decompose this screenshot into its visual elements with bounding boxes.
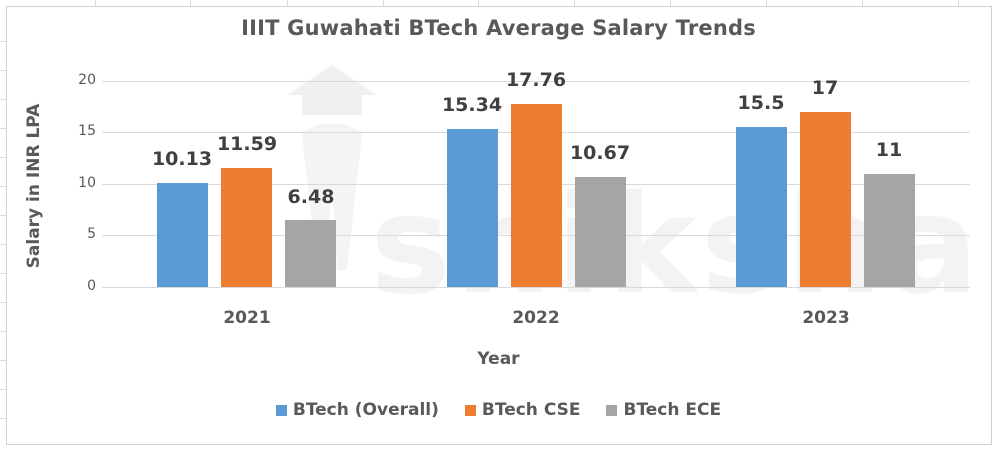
sheet-row-divider [0, 244, 6, 245]
gridline-20 [102, 81, 970, 82]
y-tick-20: 20 [78, 72, 96, 88]
data-label: 11.59 [216, 133, 278, 155]
bar-2023-btech-cse[interactable] [800, 112, 851, 287]
bar-2021-btech-overall[interactable] [157, 183, 208, 287]
bar-2021-btech-cse[interactable] [221, 168, 272, 287]
sheet-column-divider [478, 0, 479, 6]
data-label: 11 [875, 139, 903, 161]
data-label: 17 [811, 77, 839, 99]
x-tick-2023: 2023 [802, 308, 850, 328]
chart-title: IIIT Guwahati BTech Average Salary Trend… [241, 16, 756, 40]
sheet-row-divider [0, 215, 6, 216]
data-label: 10.67 [569, 142, 631, 164]
sheet-column-divider [190, 0, 191, 6]
sheet-column-divider [958, 0, 959, 6]
x-tick-2021: 2021 [223, 308, 271, 328]
data-label: 6.48 [287, 186, 335, 208]
bar-2022-btech-ece[interactable] [575, 177, 626, 287]
sheet-column-divider [862, 0, 863, 6]
y-tick-0: 0 [87, 278, 96, 294]
legend-item-btech-ece[interactable]: BTech ECE [606, 400, 721, 420]
y-tick-5: 5 [87, 226, 96, 242]
x-tick-2022: 2022 [512, 308, 560, 328]
data-label: 10.13 [151, 148, 213, 170]
sheet-row-divider [0, 389, 6, 390]
y-axis-label: Salary in INR LPA [24, 103, 44, 269]
sheet-row-divider [0, 186, 6, 187]
sheet-column-divider [287, 0, 288, 6]
legend-swatch-icon [464, 404, 476, 416]
x-axis-label: Year [477, 349, 520, 369]
bar-2023-btech-overall[interactable] [736, 127, 787, 287]
sheet-row-divider [0, 70, 6, 71]
sheet-column-divider [766, 0, 767, 6]
sheet-column-divider [574, 0, 575, 6]
sheet-row-divider [0, 302, 6, 303]
legend-label: BTech (Overall) [292, 400, 439, 420]
data-label: 15.34 [441, 94, 503, 116]
sheet-column-divider [95, 0, 96, 6]
sheet-row-divider [0, 273, 6, 274]
legend-swatch-icon [606, 404, 618, 416]
sheet-row-divider [0, 331, 6, 332]
sheet-row-divider [0, 418, 6, 419]
sheet-row-divider [0, 99, 6, 100]
legend-swatch-icon [275, 404, 287, 416]
bar-2021-btech-ece[interactable] [285, 220, 336, 287]
gridline-0 [102, 287, 970, 288]
y-tick-15: 15 [78, 123, 96, 139]
legend-label: BTech CSE [481, 400, 581, 420]
sheet-row-divider [0, 41, 6, 42]
sheet-row-divider [0, 128, 6, 129]
bar-2022-btech-cse[interactable] [511, 104, 562, 287]
data-label: 15.5 [737, 92, 785, 114]
legend-item-btech-overall[interactable]: BTech (Overall) [275, 400, 439, 420]
data-label: 17.76 [505, 69, 567, 91]
sheet-row-divider [0, 360, 6, 361]
bar-2022-btech-overall[interactable] [447, 129, 498, 287]
sheet-column-divider [383, 0, 384, 6]
legend-label: BTech ECE [623, 400, 722, 420]
sheet-row-divider [0, 157, 6, 158]
legend: BTech (Overall) BTech CSE BTech ECE [0, 400, 997, 420]
y-tick-10: 10 [78, 175, 96, 191]
sheet-column-divider [670, 0, 671, 6]
legend-item-btech-cse[interactable]: BTech CSE [464, 400, 581, 420]
bar-2023-btech-ece[interactable] [864, 174, 915, 287]
